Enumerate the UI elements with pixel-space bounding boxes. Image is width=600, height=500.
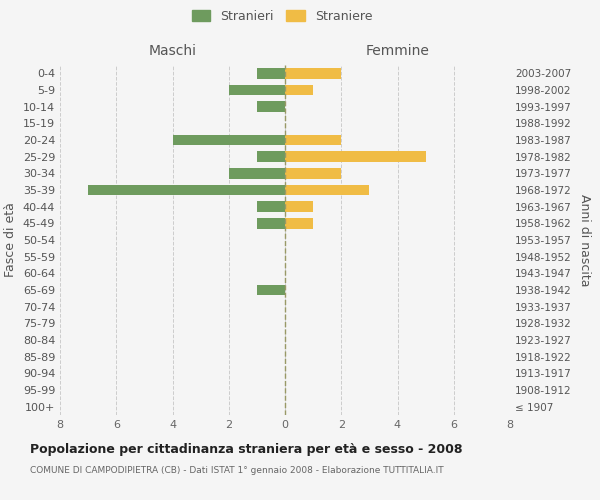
Bar [285, 201, 313, 212]
Bar [285, 134, 341, 145]
Bar [88, 184, 285, 196]
Bar [257, 68, 285, 78]
Bar [257, 201, 285, 212]
Bar [257, 151, 285, 162]
Bar [285, 84, 313, 96]
Bar [229, 168, 285, 179]
Bar [285, 184, 370, 196]
Text: Popolazione per cittadinanza straniera per età e sesso - 2008: Popolazione per cittadinanza straniera p… [30, 442, 463, 456]
Text: COMUNE DI CAMPODIPIETRA (CB) - Dati ISTAT 1° gennaio 2008 - Elaborazione TUTTITA: COMUNE DI CAMPODIPIETRA (CB) - Dati ISTA… [30, 466, 443, 475]
Legend: Stranieri, Straniere: Stranieri, Straniere [187, 5, 377, 28]
Bar [285, 168, 341, 179]
Text: Femmine: Femmine [365, 44, 430, 58]
Y-axis label: Anni di nascita: Anni di nascita [578, 194, 591, 286]
Bar [173, 134, 285, 145]
Bar [257, 101, 285, 112]
Bar [285, 68, 341, 78]
Bar [285, 218, 313, 229]
Bar [229, 84, 285, 96]
Text: Maschi: Maschi [149, 44, 197, 58]
Y-axis label: Fasce di età: Fasce di età [4, 202, 17, 278]
Bar [257, 284, 285, 296]
Bar [257, 218, 285, 229]
Bar [285, 151, 425, 162]
